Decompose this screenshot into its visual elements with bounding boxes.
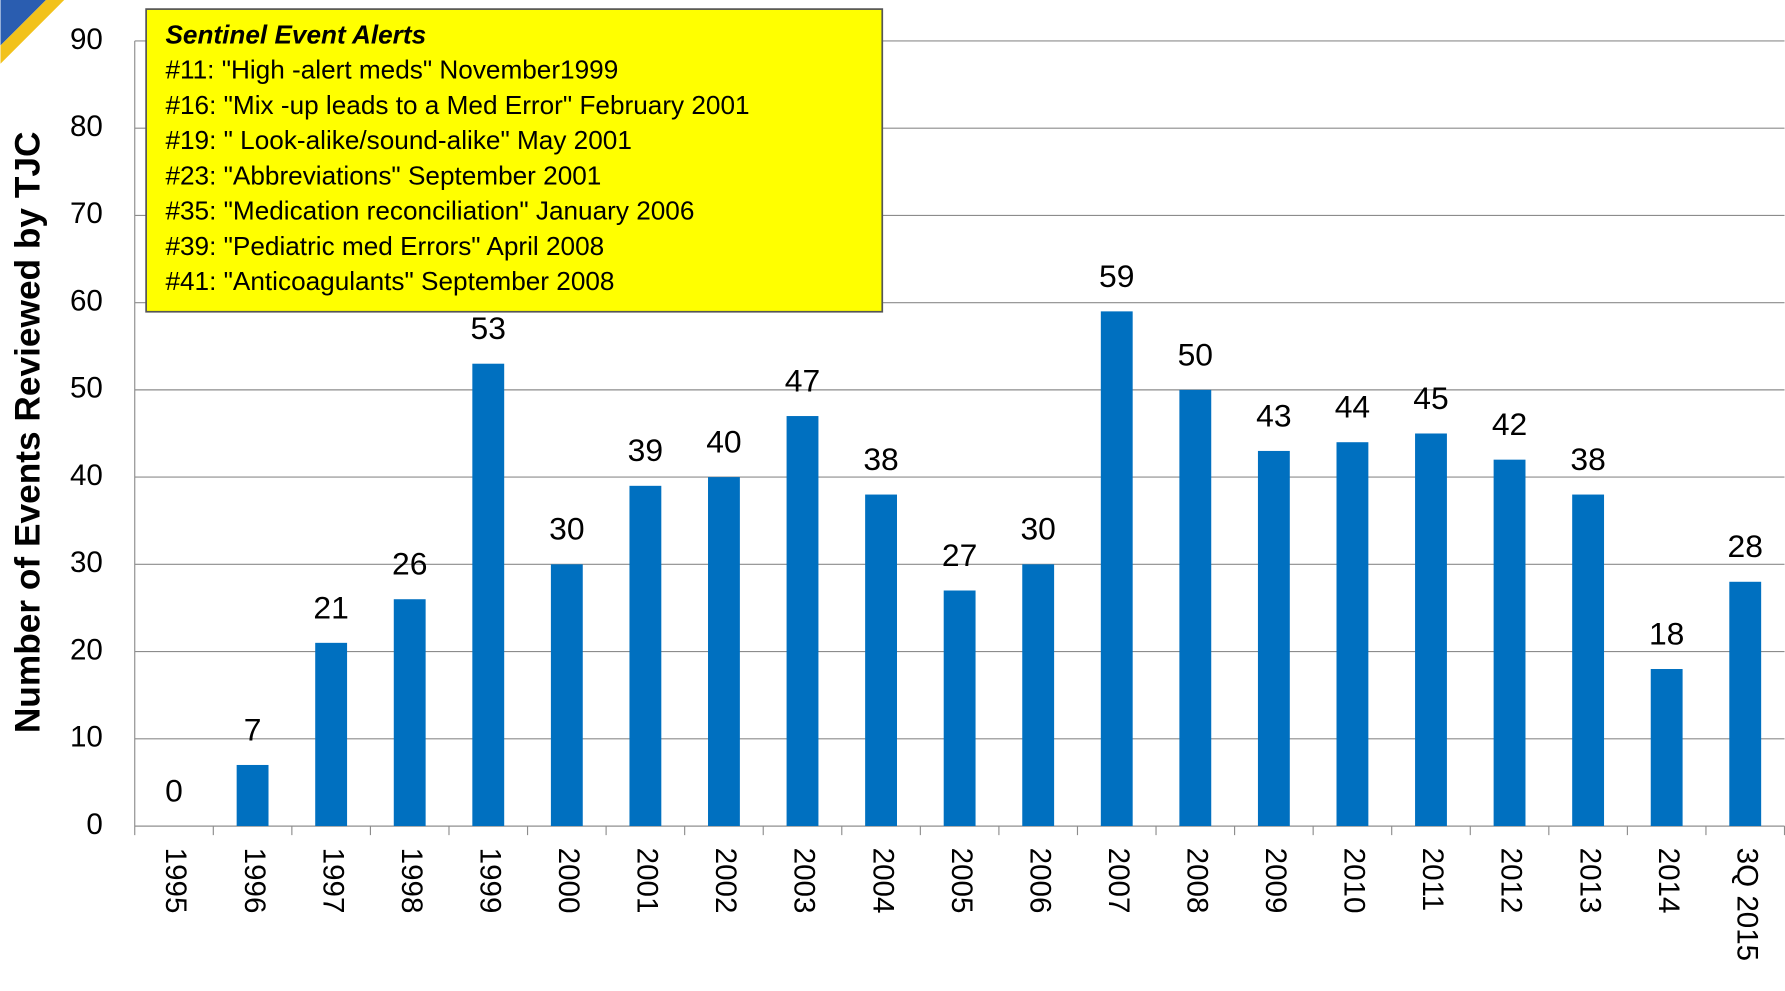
bar bbox=[1729, 581, 1762, 827]
x-tick-label: 2001 bbox=[631, 848, 664, 914]
y-tick-label: 60 bbox=[70, 284, 103, 317]
bar bbox=[472, 363, 505, 827]
data-label: 43 bbox=[1256, 397, 1291, 433]
data-label: 47 bbox=[785, 362, 820, 398]
x-tick-label: 2006 bbox=[1023, 848, 1056, 914]
data-label: 30 bbox=[549, 511, 584, 547]
x-tick-label: 2014 bbox=[1652, 848, 1685, 914]
data-label: 44 bbox=[1335, 389, 1370, 425]
annotation-line: #11: "High -alert meds" November1999 bbox=[165, 55, 618, 85]
bar bbox=[708, 477, 740, 827]
data-label: 53 bbox=[471, 310, 506, 346]
data-label: 59 bbox=[1099, 258, 1134, 294]
x-tick-label: 1998 bbox=[395, 848, 428, 914]
bar bbox=[1100, 311, 1133, 827]
y-tick-label: 70 bbox=[70, 197, 103, 230]
bar bbox=[1022, 564, 1055, 827]
x-tick-label: 2003 bbox=[788, 848, 821, 914]
data-label: 30 bbox=[1020, 511, 1055, 547]
y-tick-label: 90 bbox=[70, 23, 103, 56]
x-tick-label: 2010 bbox=[1338, 848, 1371, 914]
x-tick-label: 2005 bbox=[945, 848, 978, 914]
data-label: 38 bbox=[1570, 441, 1605, 477]
bar bbox=[1415, 433, 1447, 827]
annotation-title: Sentinel Event Alerts bbox=[165, 19, 426, 49]
x-tick-label: 2013 bbox=[1573, 848, 1606, 914]
bar bbox=[943, 590, 976, 827]
data-label: 27 bbox=[942, 537, 977, 573]
x-tick-label: 2011 bbox=[1416, 848, 1449, 912]
data-label: 21 bbox=[313, 589, 348, 625]
data-label: 26 bbox=[392, 546, 427, 582]
data-label: 39 bbox=[628, 432, 663, 468]
x-tick-label: 2007 bbox=[1102, 848, 1135, 914]
bar bbox=[865, 494, 897, 827]
bar bbox=[1572, 494, 1605, 827]
data-label: 50 bbox=[1178, 336, 1213, 372]
bar bbox=[629, 485, 662, 827]
bar bbox=[236, 764, 269, 827]
y-tick-label: 50 bbox=[70, 372, 103, 405]
bar bbox=[393, 599, 426, 827]
annotation-box: Sentinel Event Alerts #11: "High -alert m… bbox=[145, 8, 884, 313]
data-label: 28 bbox=[1728, 528, 1763, 564]
y-tick-label: 10 bbox=[70, 721, 103, 754]
x-tick-label: 1995 bbox=[159, 848, 192, 914]
annotation-line: #19: " Look-alike/sound-alike" May 2001 bbox=[165, 125, 631, 155]
x-tick-label: 3Q 2015 bbox=[1730, 848, 1763, 961]
bar bbox=[1257, 450, 1290, 827]
bar bbox=[550, 564, 583, 827]
annotation-line: #16: "Mix -up leads to a Med Error" Febr… bbox=[165, 90, 749, 120]
x-tick-label: 2000 bbox=[552, 848, 585, 914]
bar bbox=[1336, 442, 1369, 827]
data-label: 18 bbox=[1649, 615, 1684, 651]
plot-area: 0 10 20 30 40 50 60 70 80 90 1995 0 1996 7 1997 21 1998 2… bbox=[70, 23, 1785, 961]
corner-decoration bbox=[0, 0, 46, 46]
y-tick-label: 80 bbox=[70, 110, 103, 143]
y-tick-label: 40 bbox=[70, 459, 103, 492]
x-tick-label: 2004 bbox=[866, 848, 899, 914]
annotation-line: #39: "Pediatric med Errors" April 2008 bbox=[165, 231, 604, 261]
y-tick-label: 20 bbox=[70, 633, 103, 666]
bar bbox=[1179, 389, 1212, 827]
x-tick-label: 1999 bbox=[473, 848, 506, 914]
x-tick-label: 2002 bbox=[709, 848, 742, 914]
x-tick-label: 1997 bbox=[316, 848, 349, 914]
data-label: 42 bbox=[1492, 406, 1527, 442]
bar bbox=[315, 642, 348, 827]
bar bbox=[1493, 459, 1526, 827]
annotation-line: #23: "Abbreviations" September 2001 bbox=[165, 160, 601, 190]
y-tick-label: 0 bbox=[86, 808, 102, 841]
data-label: 7 bbox=[244, 711, 262, 747]
annotation-background bbox=[145, 8, 884, 313]
annotation-line: #35: "Medication reconciliation" January… bbox=[165, 196, 694, 226]
y-tick-label: 30 bbox=[70, 546, 103, 579]
corner-decoration bbox=[0, 0, 65, 64]
data-label: 0 bbox=[165, 772, 183, 808]
x-tick-label: 1996 bbox=[238, 848, 271, 914]
data-label: 45 bbox=[1413, 380, 1448, 416]
bar bbox=[1650, 669, 1683, 827]
annotation-line: #41: "Anticoagulants" September 2008 bbox=[165, 266, 614, 296]
y-axis-title: Number of Events Reviewed by TJC bbox=[8, 132, 47, 734]
x-tick-label: 2008 bbox=[1180, 848, 1213, 914]
data-label: 40 bbox=[706, 424, 741, 460]
x-tick-label: 2012 bbox=[1495, 848, 1528, 914]
x-tick-label: 2009 bbox=[1259, 848, 1292, 914]
bar bbox=[786, 416, 819, 827]
data-label: 38 bbox=[863, 441, 898, 477]
